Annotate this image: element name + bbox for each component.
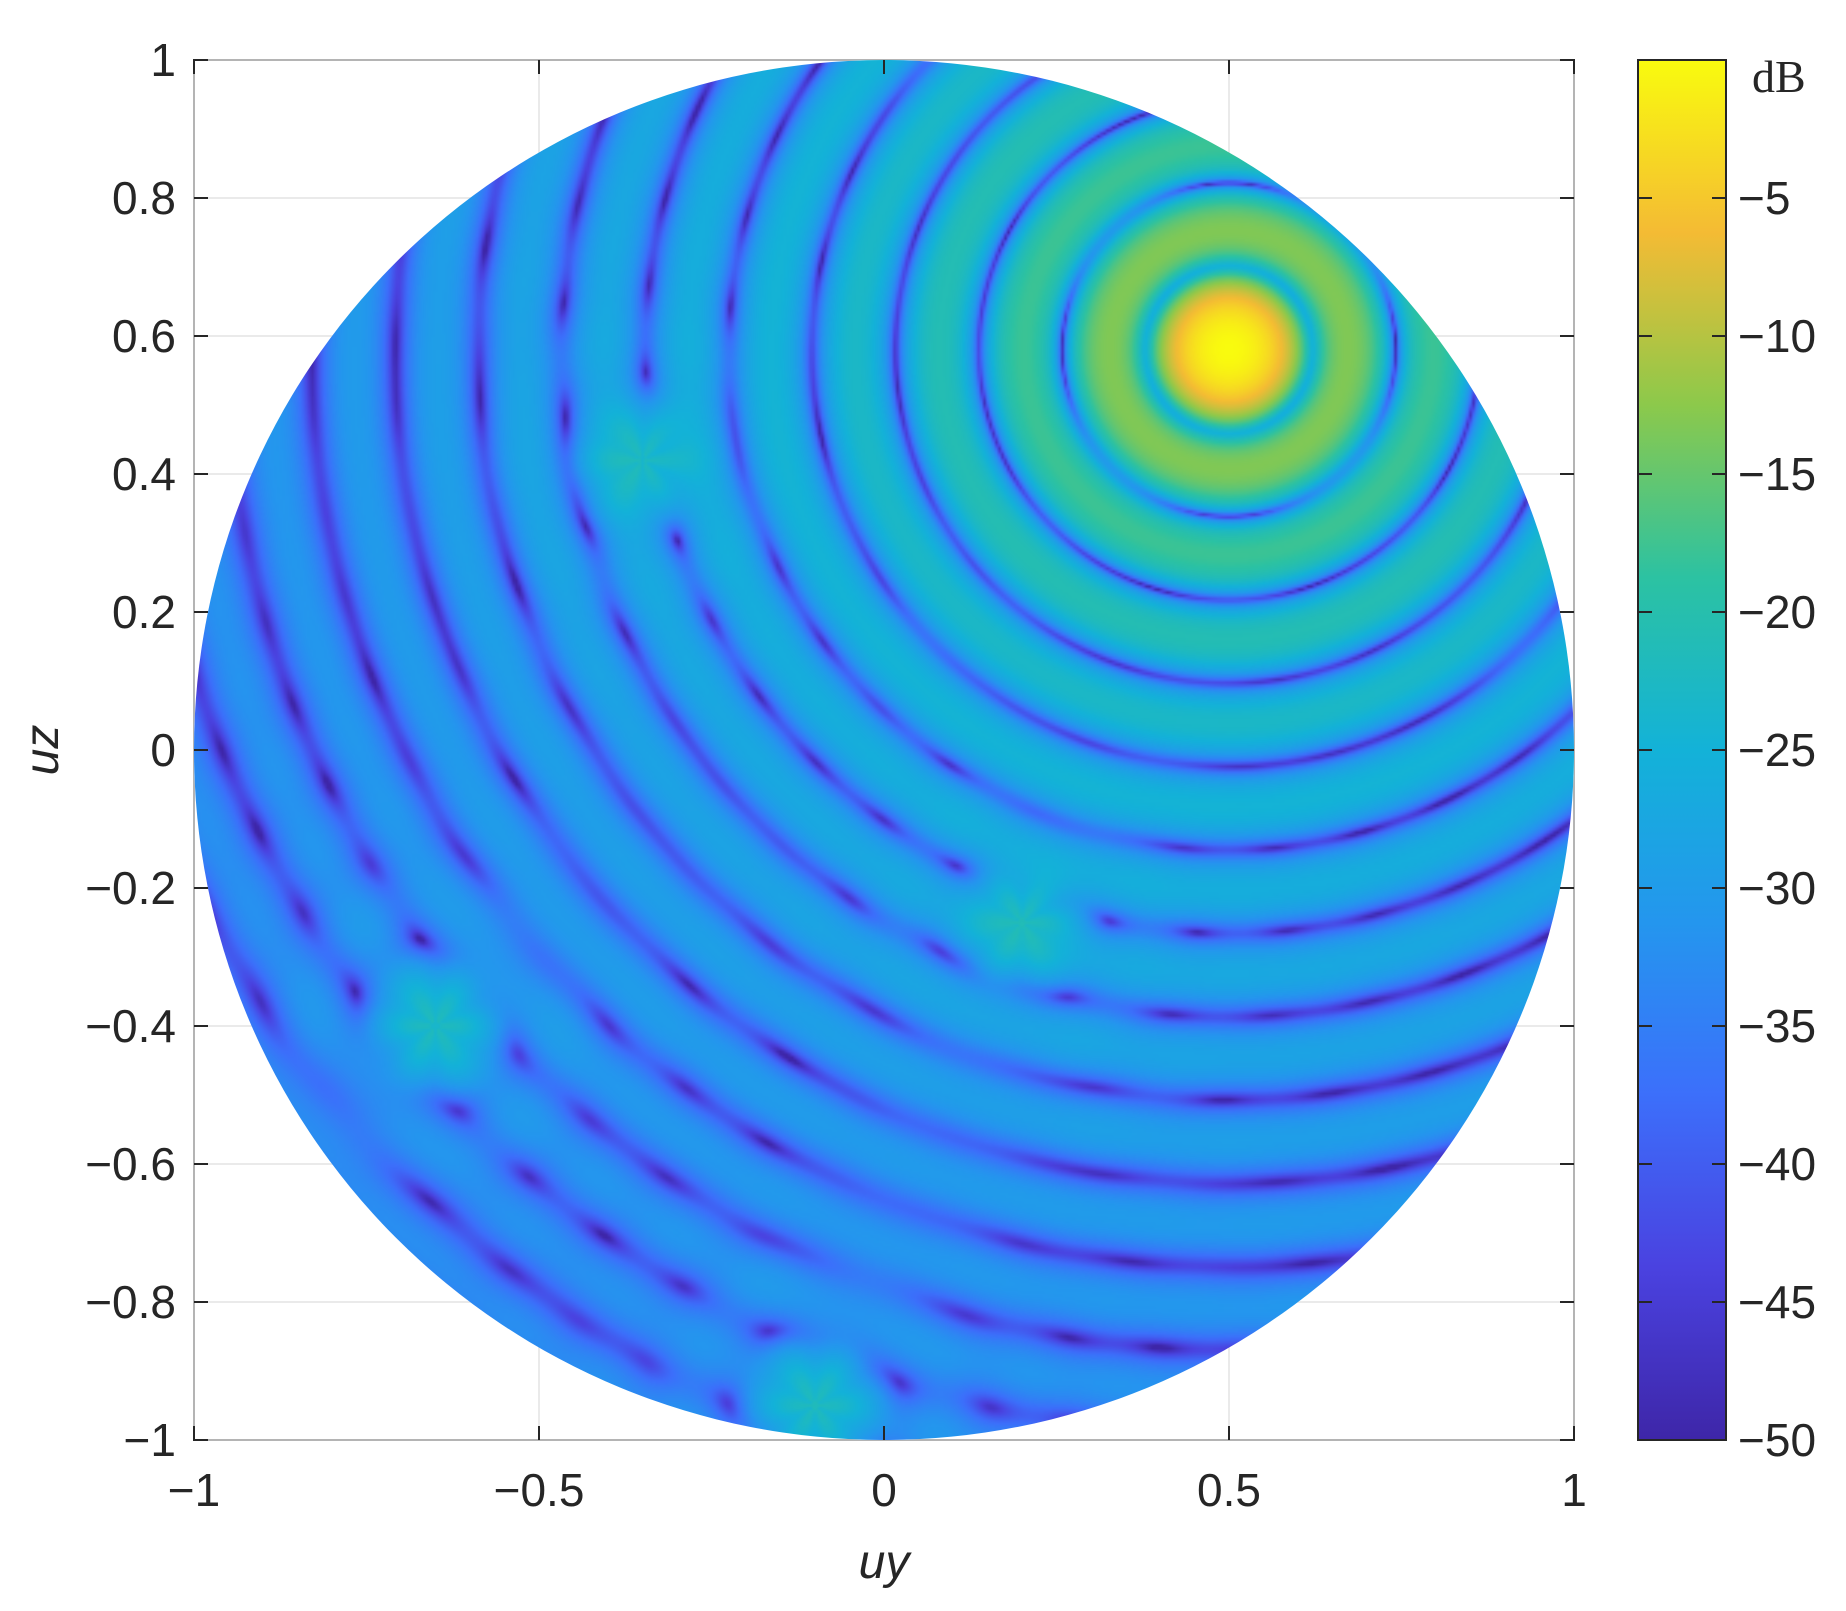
y-tick-label-1: −0.8 (85, 1276, 176, 1328)
x-tick-label-2: 0 (871, 1464, 897, 1516)
y-tick-label-10: 1 (150, 34, 176, 86)
y-axis-label: uz (16, 725, 69, 776)
colorbar (1637, 59, 1727, 1441)
colorbar-tick-label-7: −40 (1738, 1138, 1816, 1190)
x-tick-label-3: 0.5 (1197, 1464, 1261, 1516)
x-tick-label-4: 1 (1561, 1464, 1587, 1516)
colorbar-ticks: −5 −10 −15 −20 −25 −30 −35 −40 −45 −50 (1638, 172, 1816, 1466)
colorbar-tick-label-3: −20 (1738, 586, 1816, 638)
y-tick-label-0: −1 (124, 1414, 176, 1466)
x-axis-label: uy (859, 1536, 913, 1589)
colorbar-tick-label-5: −30 (1738, 862, 1816, 914)
colorbar-tick-label-9: −50 (1738, 1414, 1816, 1466)
colorbar-unit-label: dB (1752, 51, 1806, 102)
x-tick-label-1: −0.5 (494, 1464, 585, 1516)
colorbar-tick-label-2: −15 (1738, 448, 1816, 500)
heatmap-region (194, 60, 1574, 1440)
y-tick-label-6: 0.2 (112, 586, 176, 638)
y-tick-label-3: −0.4 (85, 1000, 176, 1052)
x-tick-label-0: −1 (168, 1464, 220, 1516)
y-tick-label-2: −0.6 (85, 1138, 176, 1190)
y-tick-label-4: −0.2 (85, 862, 176, 914)
y-tick-labels: −1 −0.8 −0.6 −0.4 −0.2 0 0.2 0.4 0.6 0.8 1 (85, 34, 176, 1466)
y-tick-label-7: 0.4 (112, 448, 176, 500)
y-tick-label-5: 0 (150, 724, 176, 776)
axis-ticks (193, 59, 1575, 1441)
y-tick-label-8: 0.6 (112, 310, 176, 362)
colorbar-tick-label-6: −35 (1738, 1000, 1816, 1052)
x-tick-labels: −1 −0.5 0 0.5 1 (168, 1464, 1587, 1516)
colorbar-tick-label-0: −5 (1738, 172, 1790, 224)
colorbar-tick-label-8: −45 (1738, 1276, 1816, 1328)
colorbar-tick-label-4: −25 (1738, 724, 1816, 776)
heatmap-image (194, 60, 1574, 1440)
y-tick-label-9: 0.8 (112, 172, 176, 224)
colorbar-tick-label-1: −10 (1738, 310, 1816, 362)
